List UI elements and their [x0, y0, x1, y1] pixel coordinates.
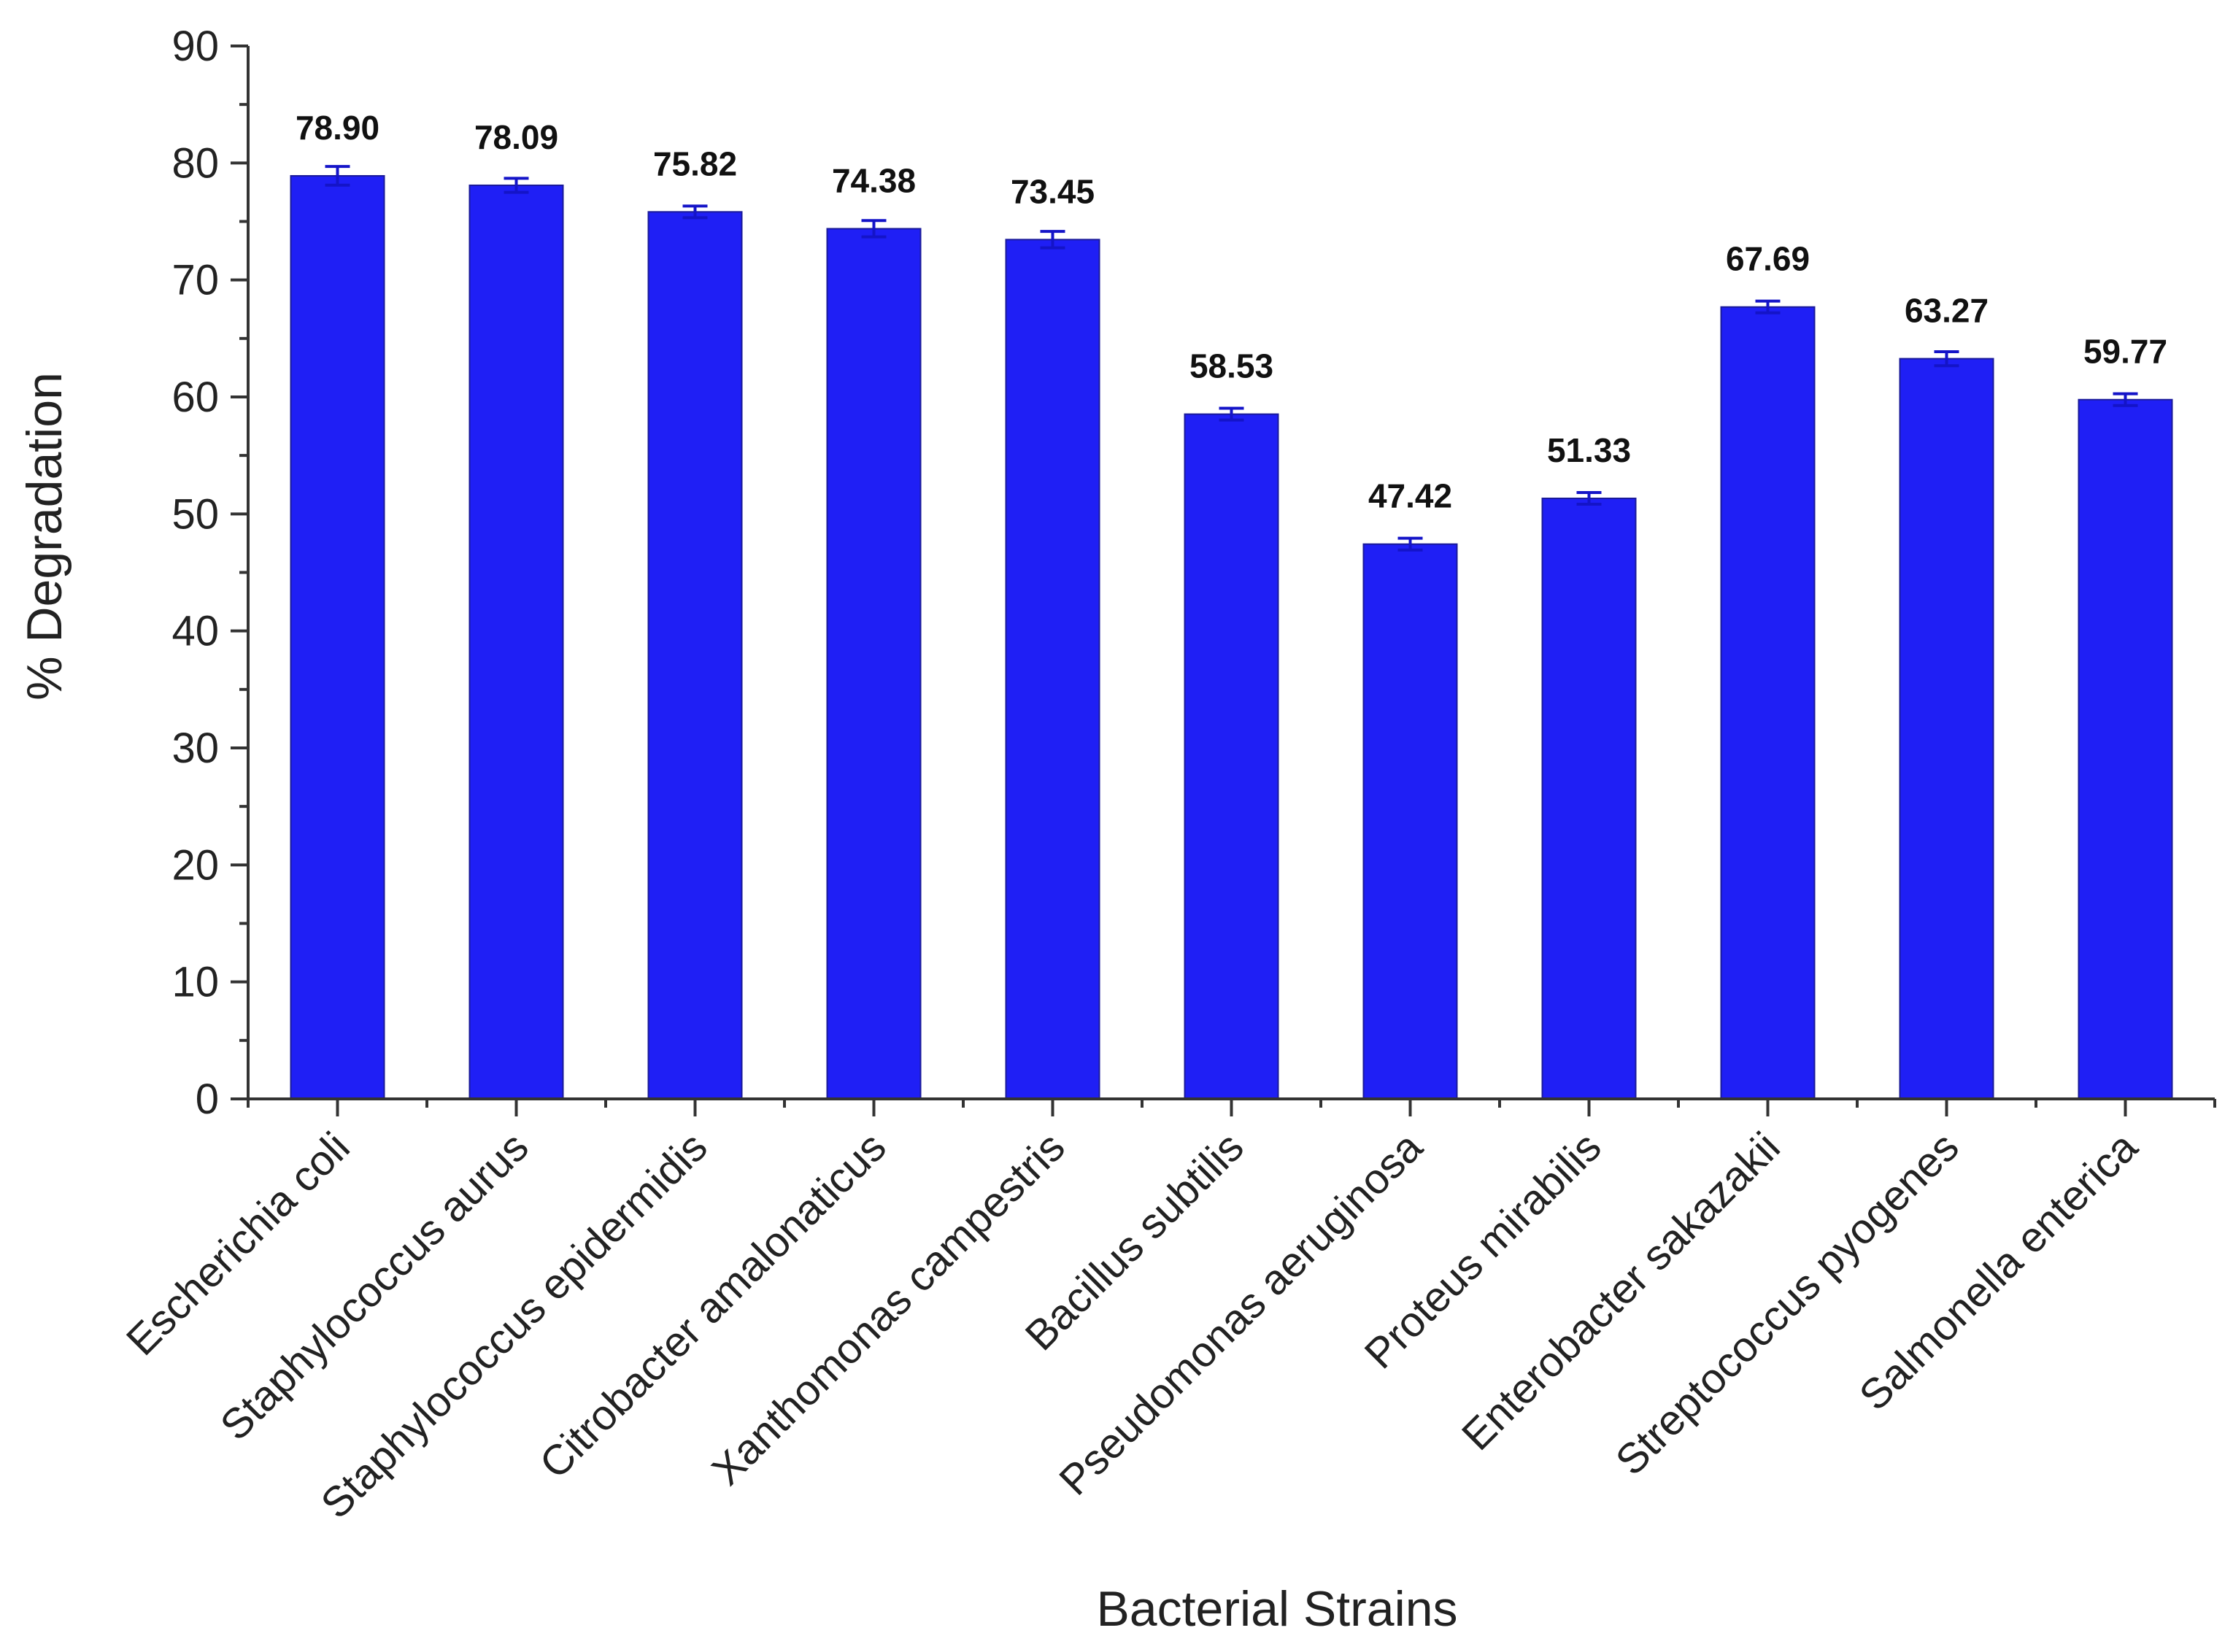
y-tick-label: 30	[171, 725, 219, 772]
error-bar	[1755, 299, 1781, 314]
y-axis: 0 10 20 30 40 50 60 70 80 90	[171, 23, 250, 1123]
error-bar	[1934, 350, 1959, 368]
bar-value-label: 78.90	[296, 109, 379, 147]
x-category-label: Streptococcus pyogenes	[1607, 1123, 1968, 1484]
error-bar	[1576, 490, 1602, 506]
error-bar	[1219, 406, 1244, 422]
y-tick-label: 20	[171, 841, 219, 889]
y-tick-label: 80	[171, 139, 219, 187]
error-bar	[1040, 230, 1065, 250]
bar-value-label: 59.77	[2083, 333, 2167, 371]
x-category-label: Pseudomonas aeruginosa	[1050, 1123, 1432, 1505]
x-category-label: Enterobacter sakazakii	[1453, 1123, 1789, 1459]
x-category-label: Citrobacter amalonaticus	[531, 1123, 895, 1488]
bar-value-label: 74.38	[832, 161, 916, 199]
bar-series: 78.90 78.09 75.82 74.38 73.45 58.53 47.42 51.33…	[290, 109, 2173, 1100]
y-axis-title: % Degradation	[17, 372, 72, 700]
error-bar	[504, 177, 529, 194]
bar-value-label: 58.53	[1189, 347, 1273, 385]
x-category-label: Xanthomonas campestris	[703, 1123, 1074, 1494]
bar	[468, 184, 564, 1100]
y-tick-label: 0	[196, 1076, 219, 1123]
bar-value-label: 63.27	[1905, 292, 1989, 330]
bar	[647, 211, 743, 1100]
bar-value-label: 73.45	[1011, 172, 1095, 210]
y-tick-label: 60	[171, 374, 219, 421]
y-tick-label: 10	[171, 959, 219, 1006]
bar	[1184, 413, 1279, 1100]
x-category-label: Staphylococcus aurus	[211, 1123, 537, 1449]
bar	[826, 228, 922, 1100]
y-tick-label: 70	[171, 257, 219, 304]
error-bar	[2113, 392, 2138, 407]
bar-value-label: 47.42	[1368, 477, 1452, 515]
x-axis-title: Bacterial Strains	[1096, 1581, 1457, 1637]
bar-value-label: 67.69	[1726, 240, 1810, 278]
bar	[290, 174, 385, 1100]
bar	[1005, 239, 1100, 1100]
y-tick-label: 40	[171, 608, 219, 655]
bar	[2078, 398, 2173, 1100]
bar	[1720, 306, 1816, 1100]
error-bar	[1397, 536, 1423, 552]
error-bar	[325, 165, 350, 187]
bar-value-label: 51.33	[1547, 431, 1631, 469]
x-category-label: Staphylococcus epidermidis	[312, 1123, 716, 1527]
bar-value-label: 75.82	[653, 144, 737, 182]
y-tick-label: 50	[171, 490, 219, 538]
y-tick-label: 90	[171, 23, 219, 70]
bar	[1362, 543, 1458, 1100]
bar	[1899, 358, 1994, 1100]
error-bar	[682, 204, 708, 220]
bar-value-label: 78.09	[474, 118, 558, 156]
error-bar	[861, 219, 887, 239]
bar	[1541, 498, 1637, 1100]
